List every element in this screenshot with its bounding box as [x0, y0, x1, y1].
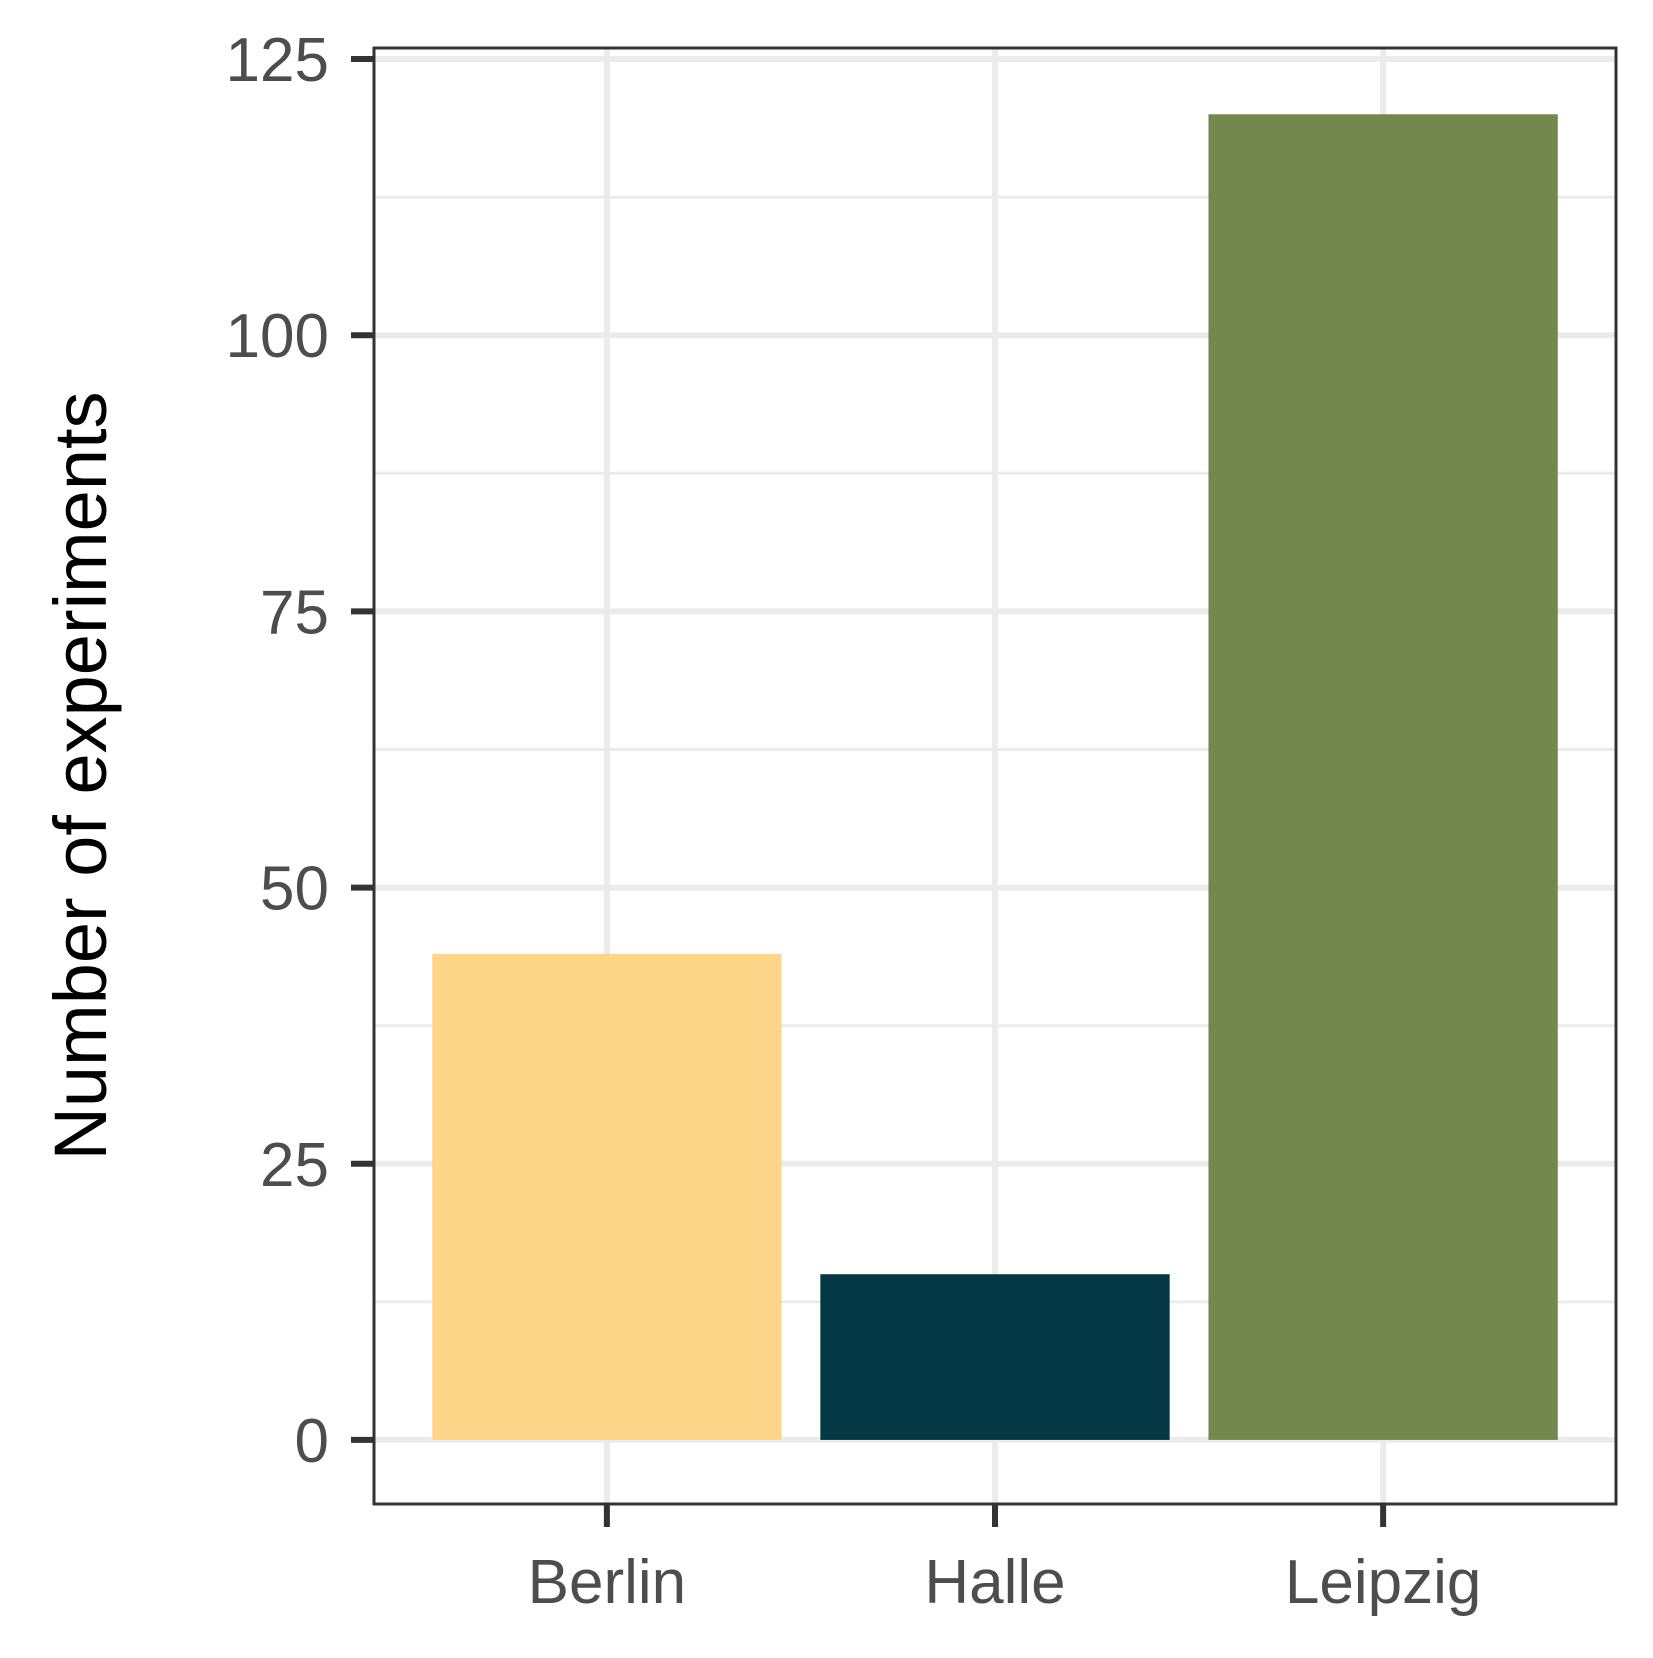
x-tick-label: Leipzig — [1285, 1548, 1481, 1617]
y-axis-title: Number of experiments — [39, 391, 122, 1160]
x-tick-label: Halle — [924, 1548, 1065, 1617]
y-axis: 0 25 50 75 100 125 — [226, 26, 374, 1476]
x-tick-label: Berlin — [528, 1548, 687, 1617]
bar-berlin — [432, 953, 782, 1440]
y-tick-label: 50 — [260, 855, 329, 924]
y-tick-label: 0 — [295, 1407, 329, 1476]
bar-halle — [820, 1274, 1170, 1440]
y-tick-label: 25 — [260, 1131, 329, 1200]
y-tick-label: 100 — [226, 302, 329, 371]
y-tick-label: 125 — [226, 26, 329, 95]
bars — [432, 114, 1558, 1440]
y-tick-label: 75 — [260, 578, 329, 647]
x-axis: Berlin Halle Leipzig — [528, 1504, 1481, 1617]
bar-leipzig — [1208, 114, 1558, 1440]
